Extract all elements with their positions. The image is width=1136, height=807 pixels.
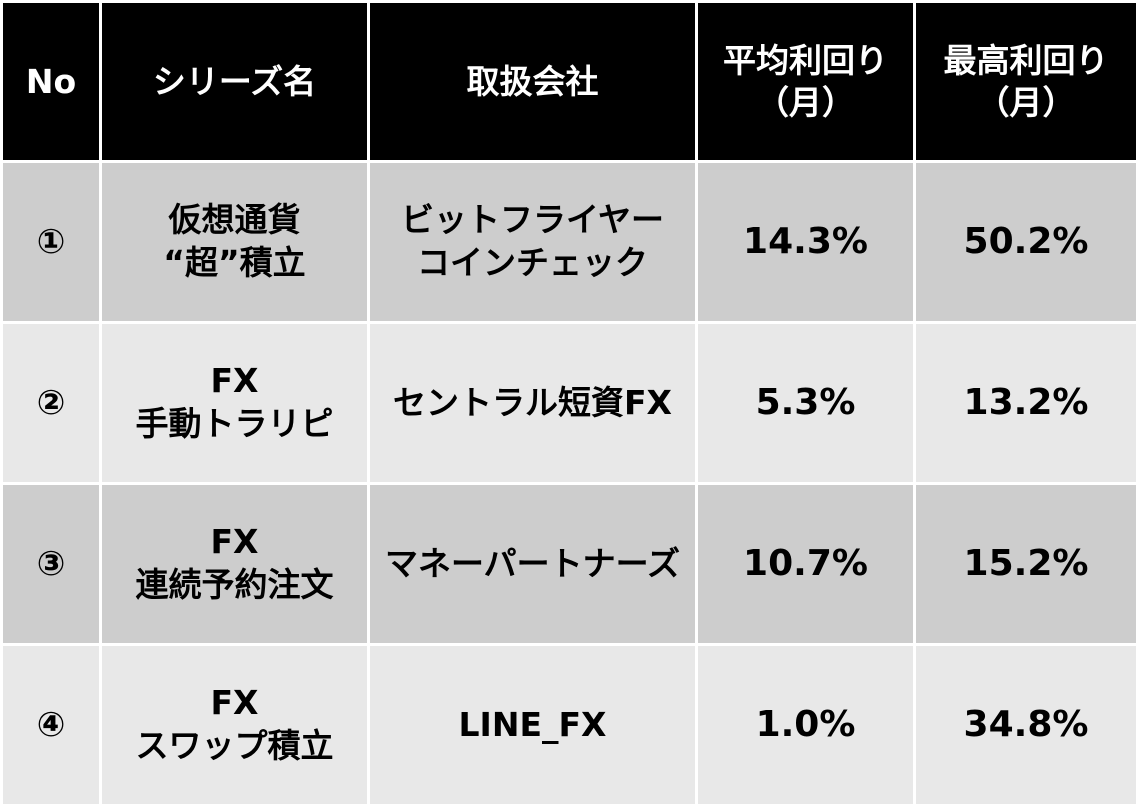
company-name-line: マネーパートナーズ <box>384 543 681 583</box>
header-max-yield-line2: （月） <box>976 82 1076 122</box>
company-name-line: ビットフライヤー <box>400 200 664 240</box>
avg-yield-cell: 5.3% <box>695 321 916 485</box>
row-number: ④ <box>0 643 102 807</box>
row-number: ② <box>0 321 102 485</box>
max-yield-cell: 15.2% <box>913 482 1136 646</box>
avg-yield-cell: 14.3% <box>695 160 916 324</box>
header-no: No <box>0 0 102 163</box>
company-name-line: コインチェック <box>417 243 648 282</box>
table-row: ① 仮想通貨 “超”積立 ビットフライヤー コインチェック 14.3% 50.2… <box>0 160 1136 324</box>
max-yield-cell: 50.2% <box>913 160 1136 324</box>
header-series: シリーズ名 <box>99 0 370 163</box>
series-name-cell: FX 手動トラリピ <box>99 321 370 485</box>
company-cell: マネーパートナーズ <box>367 482 698 646</box>
series-name-line: FX <box>210 683 259 723</box>
series-name-line: FX <box>210 522 259 562</box>
header-max-yield: 最高利回り （月） <box>913 0 1136 163</box>
series-name-cell: FX 連続予約注文 <box>99 482 370 646</box>
avg-yield-cell: 1.0% <box>695 643 916 807</box>
series-name-line: 連続予約注文 <box>135 565 334 604</box>
max-yield-cell: 13.2% <box>913 321 1136 485</box>
series-name-line: 仮想通貨 <box>168 200 301 240</box>
header-avg-yield-line1: 平均利回り <box>723 41 888 81</box>
series-name-line: 手動トラリピ <box>135 404 334 443</box>
header-company: 取扱会社 <box>367 0 698 163</box>
row-number: ③ <box>0 482 102 646</box>
series-name-cell: 仮想通貨 “超”積立 <box>99 160 370 324</box>
company-cell: セントラル短資FX <box>367 321 698 485</box>
series-name-cell: FX スワップ積立 <box>99 643 370 807</box>
avg-yield-cell: 10.7% <box>695 482 916 646</box>
company-name-line: セントラル短資FX <box>393 382 672 422</box>
company-cell: LINE_FX <box>367 643 698 807</box>
company-name-line: LINE_FX <box>458 704 607 744</box>
header-max-yield-line1: 最高利回り <box>943 41 1109 81</box>
header-avg-yield: 平均利回り （月） <box>695 0 916 163</box>
series-name-line: スワップ積立 <box>135 726 334 765</box>
company-cell: ビットフライヤー コインチェック <box>367 160 698 324</box>
table-row: ③ FX 連続予約注文 マネーパートナーズ 10.7% 15.2% <box>0 482 1136 646</box>
table-row: ② FX 手動トラリピ セントラル短資FX 5.3% 13.2% <box>0 321 1136 485</box>
series-name-line: FX <box>210 361 259 401</box>
header-row: No シリーズ名 取扱会社 平均利回り （月） 最高利回り （月） <box>0 0 1136 163</box>
table-row: ④ FX スワップ積立 LINE_FX 1.0% 34.8% <box>0 643 1136 807</box>
header-avg-yield-line2: （月） <box>756 82 855 122</box>
row-number: ① <box>0 160 102 324</box>
max-yield-cell: 34.8% <box>913 643 1136 807</box>
series-name-line: “超”積立 <box>163 243 306 282</box>
